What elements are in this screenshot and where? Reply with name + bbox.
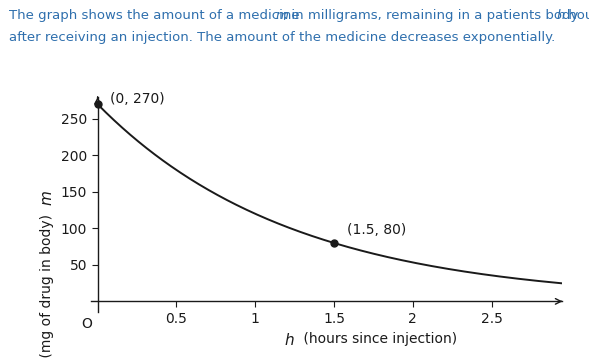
- Text: (0, 270): (0, 270): [110, 92, 165, 106]
- Text: The graph shows the amount of a medicine: The graph shows the amount of a medicine: [9, 9, 304, 22]
- Text: h: h: [557, 9, 565, 22]
- Text: after receiving an injection. The amount of the medicine decreases exponentially: after receiving an injection. The amount…: [9, 31, 555, 43]
- Text: $m$: $m$: [39, 191, 55, 206]
- Text: hours: hours: [564, 9, 589, 22]
- Text: (hours since injection): (hours since injection): [299, 332, 458, 346]
- Text: (mg of drug in body): (mg of drug in body): [40, 214, 54, 359]
- Text: $h$: $h$: [284, 332, 294, 348]
- Text: m: m: [276, 9, 289, 22]
- Text: O: O: [81, 317, 92, 331]
- Text: (1.5, 80): (1.5, 80): [346, 223, 406, 237]
- Text: , in milligrams, remaining in a patients body: , in milligrams, remaining in a patients…: [283, 9, 583, 22]
